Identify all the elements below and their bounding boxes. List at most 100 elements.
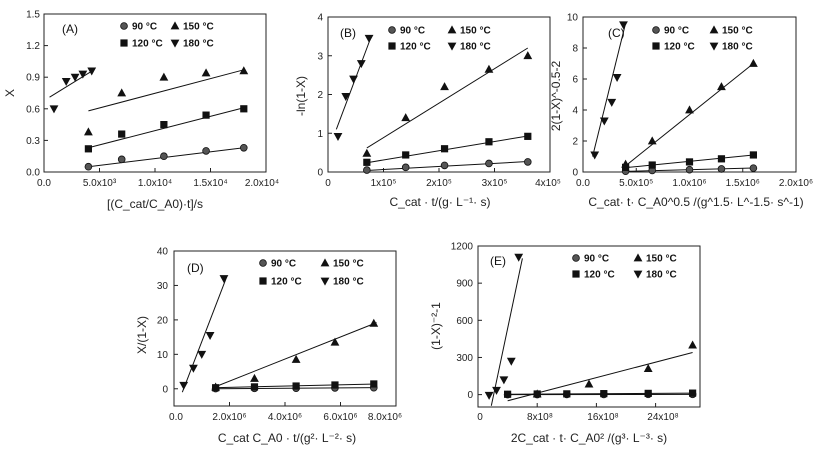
panel-d-legend-90: 90 °C [259, 259, 296, 270]
panel-c-fit-line-150 [625, 63, 754, 167]
panel-d-point-180-3 [197, 350, 207, 359]
panel-b-legend-120: 120 °C [388, 42, 431, 53]
panel-a-xtick-4: 2.0x10⁴ [245, 178, 279, 189]
panel-a-point-120-1 [84, 145, 92, 153]
panel-a-legend-90: 90 °C [120, 22, 157, 33]
panel-b-ytick-3: 3 [317, 51, 323, 62]
panel-a-point-120-5 [240, 105, 248, 113]
panel-c-point-150-1 [621, 159, 630, 168]
panel-a-ytick-5: 1.5 [26, 10, 40, 21]
panel-e-point-120-6 [689, 389, 697, 397]
panel-d-legend-150: 150 °C [320, 258, 364, 270]
legend-marker-180 [709, 42, 719, 51]
legend-marker-120 [388, 42, 396, 50]
panel-a-point-180-1 [49, 105, 59, 114]
panel-c-xtick-3: 1.5x10⁶ [726, 178, 760, 189]
panel-e-point-180-4 [506, 357, 516, 366]
panel-e-legend-150: 150 °C [633, 253, 677, 265]
panel-d-point-150-3 [291, 354, 301, 363]
panel-c-ytick-4: 8 [572, 44, 578, 55]
panel-e-point-120-3 [563, 390, 571, 398]
panel-e-point-180-5 [514, 253, 524, 262]
panel-a-ytick-2: 0.6 [26, 104, 40, 115]
legend-marker-120 [259, 277, 267, 285]
panel-d-x-axis-label: C_cat C_A0 · t/(g²· L⁻²· s) [218, 431, 356, 445]
panel-e-ytick-4: 1200 [451, 242, 474, 253]
panel-e-point-150-4 [688, 340, 697, 349]
panel-a-point-120-2 [118, 130, 126, 138]
panel-a-legend-150-text: 150 °C [183, 22, 214, 33]
panel-c-point-180-2 [599, 117, 609, 126]
legend-marker-90 [259, 259, 267, 267]
legend-marker-150 [170, 21, 180, 30]
panel-d-xtick-1: 2.0x10⁶ [212, 412, 246, 423]
panel-c: (C) 90 °C 120 °C 150 °C 180 °C 0.0 5.0x1… [549, 13, 813, 210]
panel-a-ytick-3: 0.9 [26, 73, 40, 84]
panel-e-point-120-1 [504, 390, 512, 398]
panel-b-xtick-4: 4x10⁵ [535, 178, 561, 189]
panel-e-plot-frame [477, 245, 701, 408]
panel-a-point-150-1 [84, 127, 93, 136]
panel-b-ytick-2: 2 [317, 90, 323, 101]
panel-a-point-90-5 [240, 143, 248, 152]
panel-b-point-150-3 [440, 82, 449, 91]
panel-c-legend-90: 90 °C [652, 26, 689, 37]
panel-e-ytick-3: 900 [456, 279, 473, 290]
panel-c-y-ticks: 0 2 4 6 8 10 [567, 13, 579, 179]
panel-d-fit-line-180 [181, 276, 228, 393]
panel-e-point-180-3 [499, 376, 509, 385]
panel-b-legend: 90 °C 120 °C 150 °C 180 °C [388, 25, 491, 53]
panel-c-point-120-5 [749, 151, 757, 159]
panel-e-legend-180: 180 °C [633, 270, 677, 281]
legend-marker-180 [170, 39, 180, 48]
panel-a-fit-line-150 [88, 69, 244, 112]
panel-c-ytick-5: 10 [567, 13, 579, 24]
panel-a-xtick-0: 0.0 [37, 178, 51, 189]
panel-d-ytick-2: 20 [157, 315, 169, 326]
panel-a-point-150-3 [159, 72, 169, 81]
panel-b-point-90-3 [440, 161, 449, 170]
panel-b-point-90-2 [401, 163, 410, 172]
panel-a-point-90-1 [84, 162, 93, 171]
panel-d-legend-180-text: 180 °C [333, 277, 364, 288]
panel-a-point-150-5 [239, 66, 249, 75]
panel-c-ytick-3: 6 [572, 75, 578, 86]
panel-e-plot-area [477, 245, 697, 407]
panel-d-ytick-3: 30 [157, 281, 169, 292]
panel-a-point-180-5 [87, 67, 97, 76]
panel-c-legend-180-text: 180 °C [722, 42, 753, 53]
panel-c-point-120-3 [685, 158, 694, 166]
panel-a-point-150-2 [117, 88, 127, 97]
panel-d-y-ticks: 0 10 20 30 40 [157, 247, 169, 396]
panel-a-point-180-4 [78, 70, 88, 79]
panel-c-point-90-4 [717, 165, 726, 173]
panel-b-label: (B) [340, 26, 356, 40]
panel-d-ytick-0: 0 [162, 384, 168, 395]
panel-a-y-ticks: 0.0 0.3 0.6 0.9 1.2 1.5 [26, 10, 40, 179]
panel-e-legend-150-text: 150 °C [646, 254, 677, 265]
panel-c-x-axis-label: C_cat· t· C_A0^0.5 /(g^1.5· L^-1.5· s^-1… [588, 195, 803, 209]
panel-d-point-150-4 [330, 337, 340, 346]
panel-e-legend-120-text: 120 °C [584, 270, 615, 281]
legend-marker-180 [320, 277, 330, 286]
legend-marker-150 [633, 253, 643, 262]
panel-b-point-180-3 [349, 75, 358, 84]
panel-c-xtick-2: 1.0x10⁶ [672, 178, 706, 189]
panel-b-fit-line-150 [366, 47, 529, 149]
panel-c-point-180-5 [619, 21, 628, 30]
panel-b-legend-120-text: 120 °C [400, 42, 431, 53]
legend-marker-150 [320, 258, 330, 267]
panel-a-label: (A) [62, 22, 78, 36]
panel-d-x-ticks: 0.0 2.0x10⁶ 4.0x10⁶ 6.0x10⁶ 8.0x10⁶ [169, 412, 402, 423]
panel-a-x-ticks: 0.0 5.0x10³ 1.0x10⁴ 1.5x10⁴ 2.0x10⁴ [37, 178, 279, 189]
panel-b-legend-90: 90 °C [388, 26, 425, 37]
panel-d-plot-area [173, 250, 397, 406]
panel-a-xtick-1: 5.0x10³ [83, 178, 117, 189]
panel-c-point-150-3 [685, 105, 694, 114]
panel-c-legend-150-text: 150 °C [722, 26, 753, 37]
panel-e-xtick-2: 16x10⁸ [587, 412, 618, 423]
panel-c-label: (C) [608, 26, 625, 40]
panel-e-point-180-1 [484, 391, 494, 400]
panel-b-legend-180: 180 °C [447, 42, 491, 53]
